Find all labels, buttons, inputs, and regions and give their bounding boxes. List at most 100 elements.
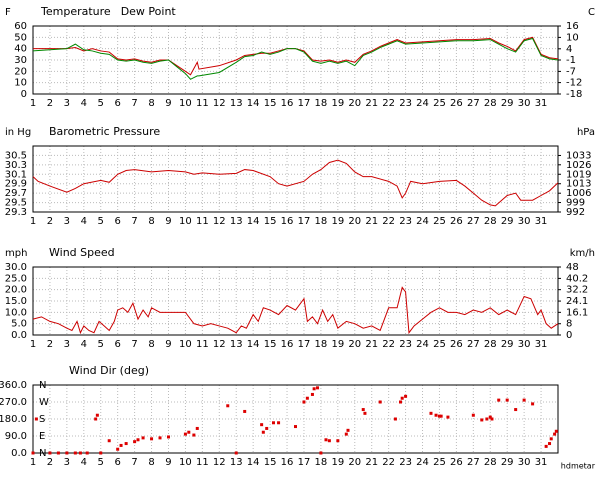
chart-title: Wind Speed [49,246,115,259]
data-point [48,451,52,455]
y-axis-label: F [5,7,11,18]
plot-frame [32,384,559,454]
plot-frame [32,145,559,213]
y2-tick-label: 1013 [566,179,591,190]
y-tick-label: 29.7 [5,188,27,199]
credit: hdmetar [561,462,596,471]
x-tick-label: 26 [450,339,463,350]
y-tick-label: 30.3 [5,160,27,171]
x-tick-label: 17 [298,457,311,468]
y2-tick-label: 24.1 [566,296,588,307]
x-tick-label: 8 [148,216,154,227]
data-point [234,451,238,455]
data-point [522,398,526,402]
data-line [32,159,559,207]
data-point [195,426,199,430]
legend-entry: Temperature [40,5,111,18]
y-tick-label: 5.0 [11,319,27,330]
x-tick-label: 21 [365,216,378,227]
y2-axis-label: hPa [577,127,595,138]
data-point [404,394,408,398]
data-point [361,408,365,412]
data-point [554,429,558,433]
x-tick-label: 1 [30,339,36,350]
compass-label: E [39,431,45,442]
y2-tick-label: 0 [566,330,572,341]
x-tick-label: 16 [281,216,294,227]
x-tick-label: 12 [213,98,226,109]
x-tick-label: 19 [331,216,344,227]
x-tick-label: 14 [247,339,260,350]
data-point [312,387,316,391]
data-point [56,451,60,455]
y2-tick-label: 1026 [566,160,591,171]
x-tick-label: 27 [467,98,480,109]
data-point [136,438,140,442]
chart-title: Wind Dir (deg) [69,364,149,377]
x-tick-label: 24 [416,339,429,350]
data-point [260,423,264,427]
x-tick-label: 2 [47,98,53,109]
x-tick-label: 30 [518,457,531,468]
data-point [514,408,518,412]
x-tick-label: 26 [450,457,463,468]
y2-axis-label: C [588,7,595,18]
x-tick-label: 3 [64,457,70,468]
x-tick-label: 18 [315,216,328,227]
data-point [437,414,441,418]
x-tick-label: 29 [501,216,514,227]
x-tick-label: 9 [165,98,171,109]
data-point [531,402,535,406]
x-tick-label: 31 [535,216,548,227]
y2-tick-label: 992 [566,207,585,218]
legend-entry: Dew Point [121,5,177,18]
data-point [485,417,489,421]
x-tick-label: 20 [348,216,361,227]
x-tick-label: 11 [196,216,209,227]
x-tick-label: 31 [535,339,548,350]
x-tick-label: 23 [399,98,412,109]
x-tick-label: 26 [450,98,463,109]
x-tick-label: 25 [433,216,446,227]
y-tick-label: 0.0 [11,448,27,459]
x-tick-label: 23 [399,216,412,227]
x-tick-label: 15 [264,457,277,468]
x-tick-label: 23 [399,457,412,468]
x-tick-label: 4 [81,339,87,350]
data-point [31,451,35,455]
y-tick-label: 90.0 [5,431,27,442]
x-tick-label: 28 [484,457,497,468]
data-point [497,398,501,402]
data-point [271,421,275,425]
x-tick-label: 27 [467,457,480,468]
y2-tick-label: 48 [566,262,579,273]
x-tick-label: 1 [30,98,36,109]
y2-tick-label: -12 [566,78,582,89]
x-tick-label: 6 [114,216,120,227]
x-tick-label: 3 [64,216,70,227]
x-tick-label: 13 [230,216,243,227]
x-tick-label: 22 [382,98,395,109]
x-tick-label: 5 [98,457,104,468]
y-tick-label: 20.0 [5,285,27,296]
data-point [265,426,269,430]
data-point [166,435,170,439]
y2-tick-label: -18 [566,89,582,100]
x-tick-label: 25 [433,98,446,109]
x-tick-label: 5 [98,98,104,109]
y-tick-label: 29.9 [5,179,27,190]
data-point [316,386,320,390]
y-tick-label: 29.5 [5,198,27,209]
data-point [150,437,154,441]
x-tick-label: 9 [165,339,171,350]
data-line [32,37,559,80]
data-point [544,444,548,448]
x-tick-label: 1 [30,457,36,468]
x-tick-label: 10 [179,339,192,350]
chart-title: Barometric Pressure [49,125,160,138]
x-tick-label: 11 [196,339,209,350]
data-point [261,430,265,434]
x-tick-label: 20 [348,98,361,109]
x-tick-label: 28 [484,216,497,227]
x-tick-label: 14 [247,457,260,468]
